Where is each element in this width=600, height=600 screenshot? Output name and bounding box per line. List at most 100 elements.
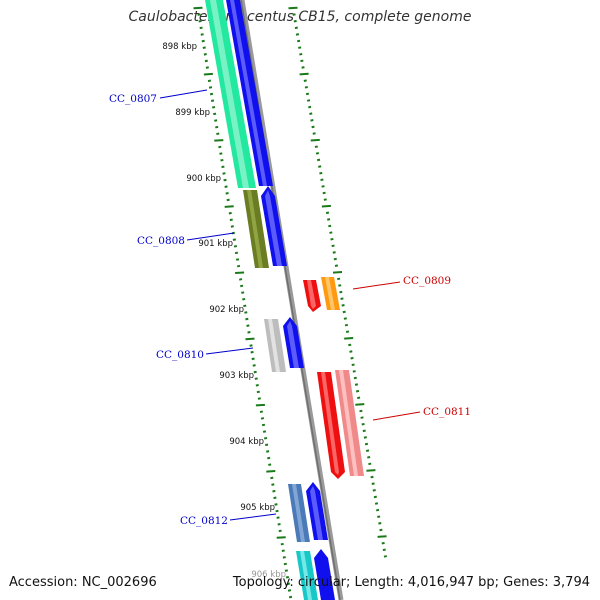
ruler-label: 906 kbp: [251, 570, 286, 580]
ruler-major-tick: [332, 270, 343, 274]
ruler-label: 905 kbp: [240, 503, 275, 513]
feature-next-gene[interactable]: [314, 549, 335, 600]
ruler-minor-tick: [379, 528, 383, 532]
ruler-minor-tick: [350, 356, 354, 360]
ruler-minor-tick: [246, 324, 250, 327]
feature-next-highlight: [300, 551, 312, 600]
ruler-minor-tick: [228, 211, 232, 215]
accession-label: Accession: NC_002696: [9, 575, 157, 590]
ruler-minor-tick: [354, 383, 359, 386]
gene-label-cc0812[interactable]: CC_0812: [180, 515, 228, 527]
ruler-minor-tick: [220, 158, 224, 162]
ruler-major-tick: [266, 470, 276, 473]
ruler-minor-tick: [255, 383, 259, 387]
ruler-ticks-right: [288, 6, 387, 558]
ruler-minor-tick: [284, 569, 288, 572]
gene-label-cc0810[interactable]: CC_0810: [156, 349, 204, 361]
gene-leader-lines: [159, 89, 421, 521]
ruler-minor-tick: [360, 416, 364, 419]
ruler-minor-tick: [203, 53, 207, 56]
ruler-minor-tick: [245, 317, 249, 321]
ruler-minor-tick: [362, 429, 366, 433]
ruler-minor-tick: [298, 46, 302, 49]
ruler-minor-tick: [259, 410, 264, 414]
ruler-minor-tick: [262, 430, 267, 433]
gene-label-cc0807[interactable]: CC_0807: [109, 93, 157, 105]
ruler-minor-tick: [242, 297, 246, 301]
ruler-minor-tick: [295, 33, 300, 36]
ruler-minor-tick: [332, 251, 336, 254]
ruler-label: 898 kbp: [162, 42, 197, 52]
ruler-minor-tick: [368, 462, 372, 466]
ruler-minor-tick: [241, 291, 245, 294]
ruler-minor-tick: [273, 496, 277, 500]
ruler-minor-tick: [381, 541, 385, 545]
ruler-minor-tick: [342, 310, 346, 314]
ruler-minor-tick: [257, 397, 261, 400]
ruler-minor-tick: [363, 436, 367, 439]
ruler-major-tick: [203, 72, 213, 76]
ruler-minor-tick: [322, 191, 326, 195]
ruler-minor-tick: [333, 257, 337, 261]
forward-features: [205, 0, 335, 600]
ruler-minor-tick: [355, 389, 360, 393]
ruler-minor-tick: [364, 442, 369, 446]
ruler-minor-tick: [340, 297, 344, 300]
ruler-major-tick: [276, 536, 286, 539]
ruler-minor-tick: [383, 555, 387, 558]
leader-cc0812: [229, 513, 277, 521]
ruler-minor-tick: [308, 105, 312, 109]
ruler-minor-tick: [263, 436, 268, 440]
leader-cc0811: [372, 411, 421, 421]
ruler-minor-tick: [329, 231, 333, 234]
ruler-minor-tick: [372, 489, 376, 492]
genome-backbone: [239, 0, 344, 600]
ruler-minor-tick: [252, 364, 256, 367]
feature-cc0811-gene-highlight: [321, 372, 339, 475]
ruler-minor-tick: [243, 304, 247, 308]
ruler-labels: 898 kbp 899 kbp 900 kbp 901 kbp 902 kbp …: [162, 42, 286, 580]
ruler-minor-tick: [310, 119, 314, 122]
ruler-label: 901 kbp: [198, 239, 233, 249]
ruler-major-tick: [224, 205, 234, 208]
ruler-minor-tick: [348, 343, 352, 347]
ruler-minor-tick: [268, 463, 272, 466]
ruler-major-tick: [288, 6, 298, 10]
ruler-major-tick: [366, 469, 376, 472]
gene-label-cc0811[interactable]: CC_0811: [423, 406, 471, 418]
ruler-minor-tick: [225, 192, 229, 195]
ruler-minor-tick: [318, 165, 322, 168]
ruler-minor-tick: [323, 198, 327, 201]
ruler-minor-tick: [378, 522, 382, 525]
ruler-minor-tick: [343, 317, 347, 320]
ruler-minor-tick: [226, 198, 230, 202]
gene-label-cc0809[interactable]: CC_0809: [403, 275, 451, 287]
ruler-minor-tick: [304, 86, 308, 89]
ruler-minor-tick: [352, 370, 356, 373]
gene-label-cc0808[interactable]: CC_0808: [137, 235, 185, 247]
ruler-minor-tick: [239, 278, 243, 281]
ruler-minor-tick: [314, 145, 318, 149]
ruler-major-tick: [214, 139, 224, 142]
ruler-minor-tick: [357, 396, 361, 400]
ruler-minor-tick: [299, 52, 303, 56]
ruler-minor-tick: [339, 290, 343, 294]
ruler-minor-tick: [208, 86, 213, 89]
ruler-minor-tick: [305, 92, 310, 96]
ruler-minor-tick: [345, 330, 350, 334]
ruler-minor-tick: [365, 449, 370, 452]
ruler-minor-tick: [303, 79, 307, 82]
ruler-label: 904 kbp: [229, 437, 264, 447]
ruler-major-tick: [299, 72, 309, 76]
feature-cc0808-highlight: [247, 190, 263, 268]
ruler-minor-tick: [306, 99, 311, 102]
reverse-features: [303, 277, 364, 479]
ruler-minor-tick: [337, 277, 341, 281]
ruler-minor-tick: [367, 455, 371, 459]
ruler-major-tick: [344, 337, 354, 340]
ruler-minor-tick: [270, 476, 274, 480]
ruler-minor-tick: [253, 370, 257, 374]
ruler-minor-tick: [293, 19, 297, 23]
ruler-minor-tick: [261, 423, 266, 427]
